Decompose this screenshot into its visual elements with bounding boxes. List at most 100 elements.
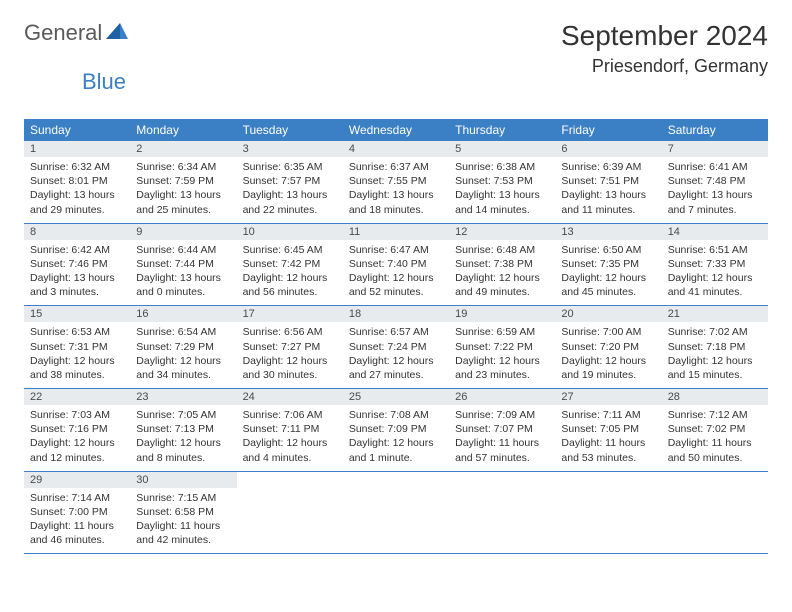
logo: General — [24, 20, 130, 46]
day-cell — [662, 472, 768, 555]
day-cell: 21Sunrise: 7:02 AMSunset: 7:18 PMDayligh… — [662, 306, 768, 389]
day-info: Sunrise: 6:59 AMSunset: 7:22 PMDaylight:… — [449, 322, 555, 388]
header-wednesday: Wednesday — [343, 119, 449, 141]
day-number: 30 — [130, 472, 236, 488]
day-number: 23 — [130, 389, 236, 405]
week-row: 29Sunrise: 7:14 AMSunset: 7:00 PMDayligh… — [24, 472, 768, 555]
day-info: Sunrise: 6:56 AMSunset: 7:27 PMDaylight:… — [237, 322, 343, 388]
day-number: 4 — [343, 141, 449, 157]
day-number: 21 — [662, 306, 768, 322]
day-info: Sunrise: 6:57 AMSunset: 7:24 PMDaylight:… — [343, 322, 449, 388]
week-row: 8Sunrise: 6:42 AMSunset: 7:46 PMDaylight… — [24, 224, 768, 307]
day-info: Sunrise: 7:00 AMSunset: 7:20 PMDaylight:… — [555, 322, 661, 388]
day-info: Sunrise: 6:48 AMSunset: 7:38 PMDaylight:… — [449, 240, 555, 306]
day-header-row: Sunday Monday Tuesday Wednesday Thursday… — [24, 119, 768, 141]
day-info: Sunrise: 7:09 AMSunset: 7:07 PMDaylight:… — [449, 405, 555, 471]
day-info: Sunrise: 7:05 AMSunset: 7:13 PMDaylight:… — [130, 405, 236, 471]
day-cell: 4Sunrise: 6:37 AMSunset: 7:55 PMDaylight… — [343, 141, 449, 224]
day-number: 20 — [555, 306, 661, 322]
day-cell: 22Sunrise: 7:03 AMSunset: 7:16 PMDayligh… — [24, 389, 130, 472]
day-number: 8 — [24, 224, 130, 240]
day-number: 10 — [237, 224, 343, 240]
day-number: 26 — [449, 389, 555, 405]
logo-text-general: General — [24, 20, 102, 46]
day-cell: 3Sunrise: 6:35 AMSunset: 7:57 PMDaylight… — [237, 141, 343, 224]
day-number: 17 — [237, 306, 343, 322]
month-title: September 2024 — [561, 20, 768, 52]
day-number: 15 — [24, 306, 130, 322]
day-cell: 1Sunrise: 6:32 AMSunset: 8:01 PMDaylight… — [24, 141, 130, 224]
day-cell: 20Sunrise: 7:00 AMSunset: 7:20 PMDayligh… — [555, 306, 661, 389]
day-info: Sunrise: 7:11 AMSunset: 7:05 PMDaylight:… — [555, 405, 661, 471]
header-sunday: Sunday — [24, 119, 130, 141]
calendar-table: Sunday Monday Tuesday Wednesday Thursday… — [24, 119, 768, 554]
day-cell: 8Sunrise: 6:42 AMSunset: 7:46 PMDaylight… — [24, 224, 130, 307]
day-info: Sunrise: 6:42 AMSunset: 7:46 PMDaylight:… — [24, 240, 130, 306]
day-cell — [555, 472, 661, 555]
day-cell: 12Sunrise: 6:48 AMSunset: 7:38 PMDayligh… — [449, 224, 555, 307]
header: General September 2024 Priesendorf, Germ… — [24, 20, 768, 77]
day-number: 22 — [24, 389, 130, 405]
day-cell: 23Sunrise: 7:05 AMSunset: 7:13 PMDayligh… — [130, 389, 236, 472]
day-number: 24 — [237, 389, 343, 405]
day-cell: 19Sunrise: 6:59 AMSunset: 7:22 PMDayligh… — [449, 306, 555, 389]
day-info: Sunrise: 6:44 AMSunset: 7:44 PMDaylight:… — [130, 240, 236, 306]
header-saturday: Saturday — [662, 119, 768, 141]
day-number: 25 — [343, 389, 449, 405]
day-info: Sunrise: 7:03 AMSunset: 7:16 PMDaylight:… — [24, 405, 130, 471]
header-thursday: Thursday — [449, 119, 555, 141]
day-number: 5 — [449, 141, 555, 157]
header-monday: Monday — [130, 119, 236, 141]
day-number: 19 — [449, 306, 555, 322]
day-info: Sunrise: 7:12 AMSunset: 7:02 PMDaylight:… — [662, 405, 768, 471]
day-cell: 14Sunrise: 6:51 AMSunset: 7:33 PMDayligh… — [662, 224, 768, 307]
day-number: 16 — [130, 306, 236, 322]
day-cell: 7Sunrise: 6:41 AMSunset: 7:48 PMDaylight… — [662, 141, 768, 224]
day-cell: 18Sunrise: 6:57 AMSunset: 7:24 PMDayligh… — [343, 306, 449, 389]
day-info: Sunrise: 6:51 AMSunset: 7:33 PMDaylight:… — [662, 240, 768, 306]
day-number: 7 — [662, 141, 768, 157]
week-row: 15Sunrise: 6:53 AMSunset: 7:31 PMDayligh… — [24, 306, 768, 389]
day-cell: 15Sunrise: 6:53 AMSunset: 7:31 PMDayligh… — [24, 306, 130, 389]
day-number: 3 — [237, 141, 343, 157]
day-cell: 10Sunrise: 6:45 AMSunset: 7:42 PMDayligh… — [237, 224, 343, 307]
day-info: Sunrise: 7:15 AMSunset: 6:58 PMDaylight:… — [130, 488, 236, 554]
day-number: 28 — [662, 389, 768, 405]
day-number: 12 — [449, 224, 555, 240]
day-info: Sunrise: 6:34 AMSunset: 7:59 PMDaylight:… — [130, 157, 236, 223]
day-cell: 25Sunrise: 7:08 AMSunset: 7:09 PMDayligh… — [343, 389, 449, 472]
day-cell — [449, 472, 555, 555]
day-cell: 5Sunrise: 6:38 AMSunset: 7:53 PMDaylight… — [449, 141, 555, 224]
day-cell: 29Sunrise: 7:14 AMSunset: 7:00 PMDayligh… — [24, 472, 130, 555]
day-cell: 17Sunrise: 6:56 AMSunset: 7:27 PMDayligh… — [237, 306, 343, 389]
title-block: September 2024 Priesendorf, Germany — [561, 20, 768, 77]
day-cell: 27Sunrise: 7:11 AMSunset: 7:05 PMDayligh… — [555, 389, 661, 472]
day-info: Sunrise: 6:50 AMSunset: 7:35 PMDaylight:… — [555, 240, 661, 306]
day-cell: 6Sunrise: 6:39 AMSunset: 7:51 PMDaylight… — [555, 141, 661, 224]
logo-text-blue: Blue — [82, 69, 126, 94]
day-number: 29 — [24, 472, 130, 488]
day-info: Sunrise: 6:45 AMSunset: 7:42 PMDaylight:… — [237, 240, 343, 306]
day-cell: 16Sunrise: 6:54 AMSunset: 7:29 PMDayligh… — [130, 306, 236, 389]
day-cell: 9Sunrise: 6:44 AMSunset: 7:44 PMDaylight… — [130, 224, 236, 307]
day-cell — [237, 472, 343, 555]
day-cell: 26Sunrise: 7:09 AMSunset: 7:07 PMDayligh… — [449, 389, 555, 472]
day-info: Sunrise: 7:06 AMSunset: 7:11 PMDaylight:… — [237, 405, 343, 471]
day-number: 13 — [555, 224, 661, 240]
day-info: Sunrise: 6:47 AMSunset: 7:40 PMDaylight:… — [343, 240, 449, 306]
location: Priesendorf, Germany — [561, 56, 768, 77]
day-number: 1 — [24, 141, 130, 157]
day-info: Sunrise: 6:39 AMSunset: 7:51 PMDaylight:… — [555, 157, 661, 223]
day-info: Sunrise: 6:35 AMSunset: 7:57 PMDaylight:… — [237, 157, 343, 223]
day-info: Sunrise: 6:53 AMSunset: 7:31 PMDaylight:… — [24, 322, 130, 388]
day-number: 9 — [130, 224, 236, 240]
week-row: 1Sunrise: 6:32 AMSunset: 8:01 PMDaylight… — [24, 141, 768, 224]
day-cell: 30Sunrise: 7:15 AMSunset: 6:58 PMDayligh… — [130, 472, 236, 555]
day-info: Sunrise: 6:37 AMSunset: 7:55 PMDaylight:… — [343, 157, 449, 223]
day-info: Sunrise: 7:08 AMSunset: 7:09 PMDaylight:… — [343, 405, 449, 471]
day-cell: 13Sunrise: 6:50 AMSunset: 7:35 PMDayligh… — [555, 224, 661, 307]
day-number: 18 — [343, 306, 449, 322]
day-info: Sunrise: 6:41 AMSunset: 7:48 PMDaylight:… — [662, 157, 768, 223]
day-info: Sunrise: 7:14 AMSunset: 7:00 PMDaylight:… — [24, 488, 130, 554]
day-cell: 24Sunrise: 7:06 AMSunset: 7:11 PMDayligh… — [237, 389, 343, 472]
